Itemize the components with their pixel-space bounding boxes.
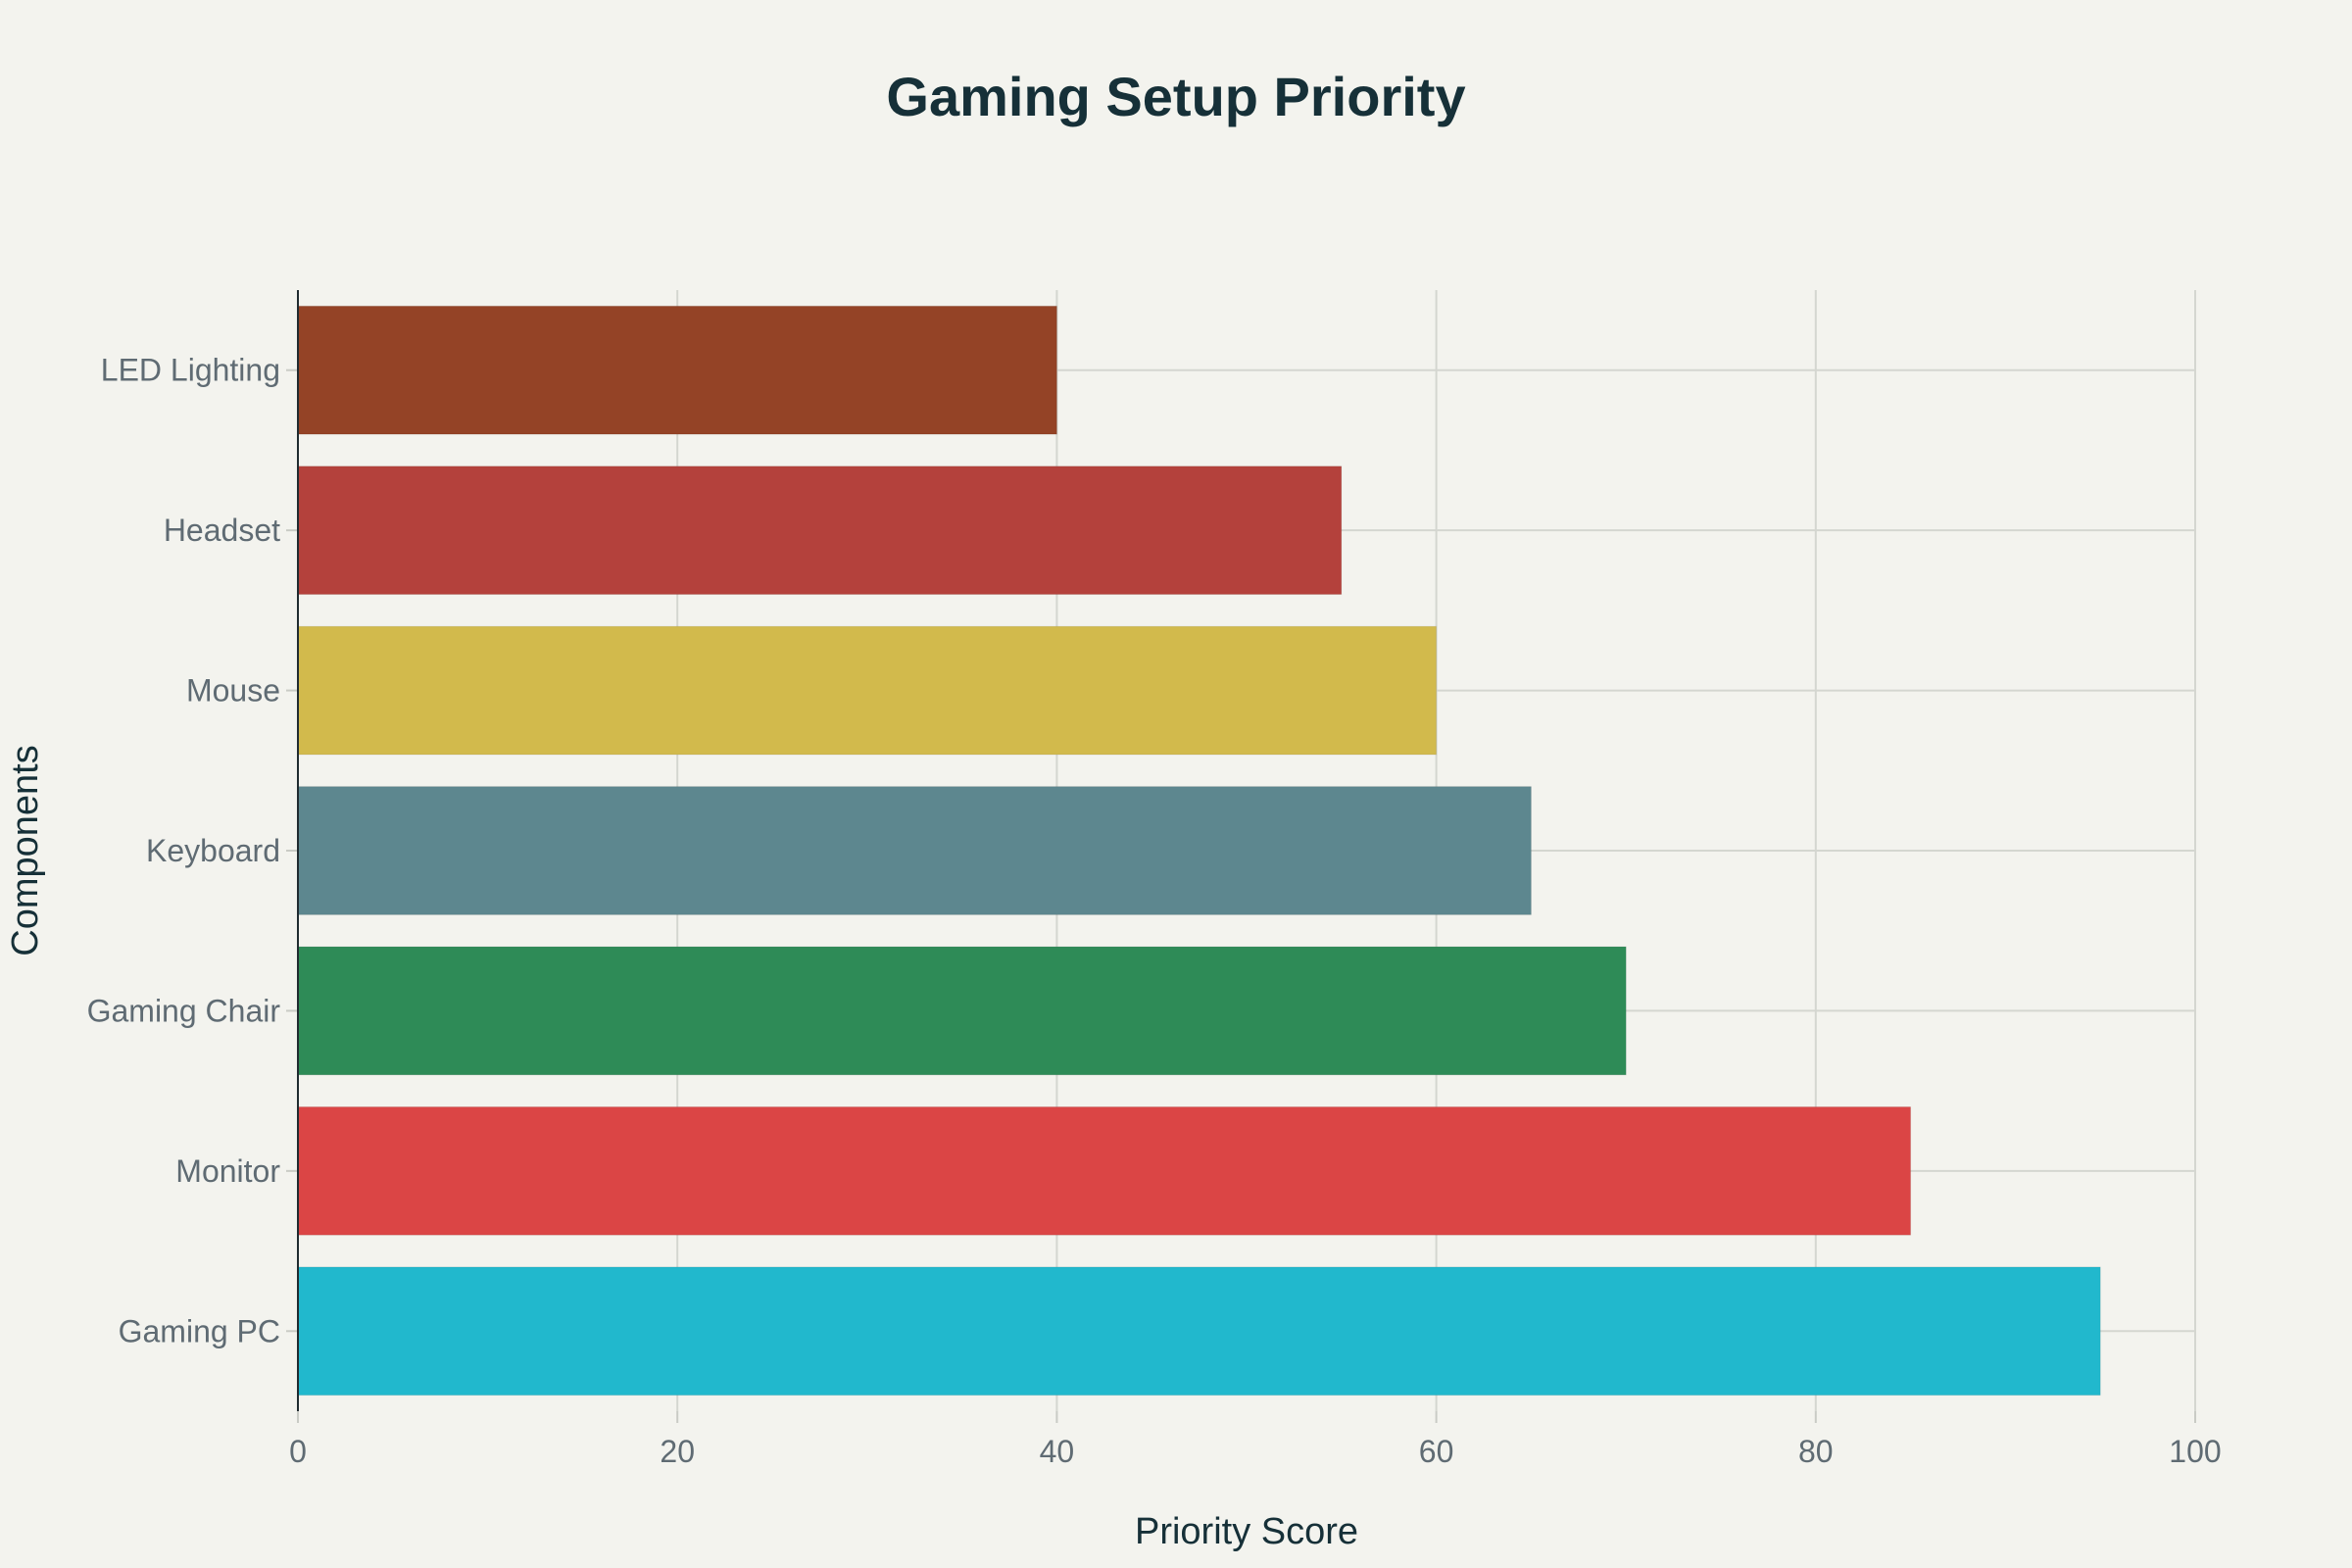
y-tick-label: Keyboard — [146, 833, 280, 868]
x-tick-label: 40 — [1040, 1434, 1075, 1469]
x-tick-label: 20 — [660, 1434, 695, 1469]
bar-gaming-chair — [297, 946, 1627, 1076]
chart-title: Gaming Setup Priority — [886, 66, 1465, 127]
y-tick-label: Mouse — [186, 673, 280, 709]
bar-layer — [297, 305, 2101, 1396]
bar-gaming-pc — [297, 1266, 2101, 1396]
x-axis-title: Priority Score — [1135, 1511, 1358, 1552]
bar-monitor — [297, 1105, 1912, 1236]
y-axis-title: Components — [5, 745, 46, 956]
bar-keyboard — [297, 786, 1532, 915]
x-tick-label: 0 — [289, 1434, 307, 1469]
axis-layer: 0 20 40 60 80 100 LED Lighting Headset Mouse Keyb… — [87, 290, 2222, 1469]
y-tick-label: Gaming PC — [119, 1313, 280, 1348]
y-tick-label: LED Lighting — [101, 353, 280, 388]
y-tick-label: Gaming Chair — [87, 993, 281, 1028]
y-tick-label: Monitor — [175, 1153, 280, 1189]
x-tick-label: 80 — [1798, 1434, 1834, 1469]
y-tick-label: Headset — [164, 513, 280, 548]
bar-mouse — [297, 625, 1438, 756]
x-tick-label: 60 — [1419, 1434, 1454, 1469]
bar-headset — [297, 466, 1343, 596]
x-tick-label: 100 — [2169, 1434, 2221, 1469]
bar-led-lighting — [297, 305, 1057, 435]
